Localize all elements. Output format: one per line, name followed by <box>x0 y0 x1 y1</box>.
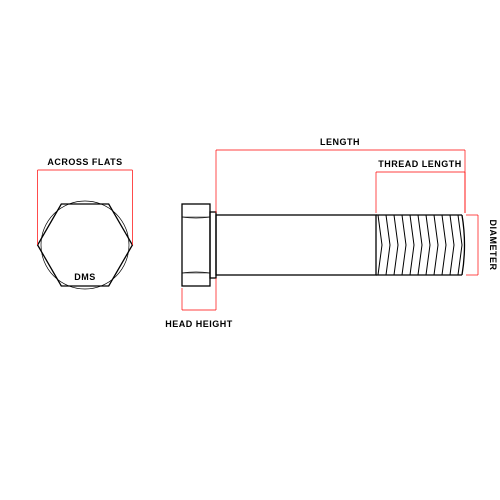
dim-diameter: DIAMETER <box>466 215 498 275</box>
label-thread-length: THREAD LENGTH <box>378 159 462 169</box>
label-diameter: DIAMETER <box>488 220 498 271</box>
hex-head-front-view: ACROSS FLATS DMS <box>38 157 133 289</box>
label-dms: DMS <box>74 272 96 282</box>
dim-length: LENGTH <box>216 137 465 213</box>
bolt-diagram: ACROSS FLATS DMS <box>0 0 500 500</box>
label-head-height: HEAD HEIGHT <box>165 319 233 329</box>
label-across-flats: ACROSS FLATS <box>47 157 122 167</box>
bolt-side-view <box>182 204 465 286</box>
dim-thread-length: THREAD LENGTH <box>376 159 465 213</box>
label-length: LENGTH <box>320 137 360 147</box>
thread-ridges <box>378 215 462 275</box>
